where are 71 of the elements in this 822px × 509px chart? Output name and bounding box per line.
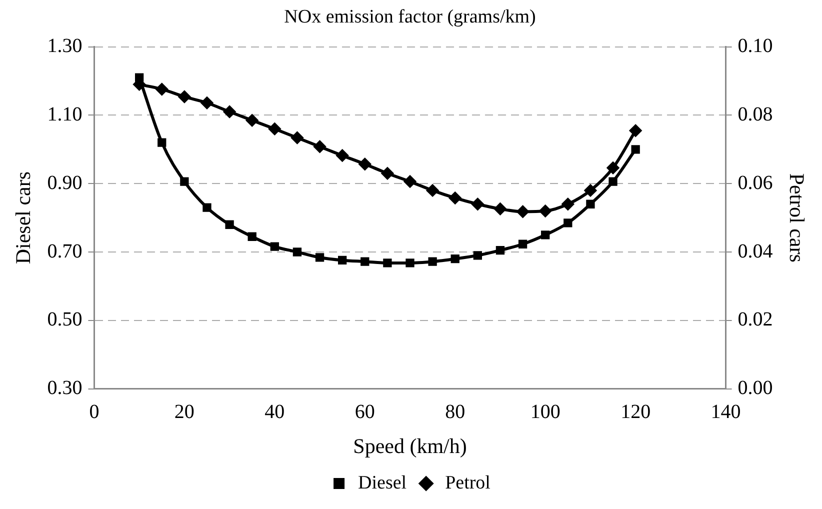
- x-tick-label: 140: [710, 401, 741, 424]
- point: [202, 203, 212, 212]
- point: [607, 162, 620, 174]
- point: [473, 251, 482, 260]
- point: [631, 145, 640, 154]
- x-tick-label: 80: [445, 401, 466, 424]
- point: [586, 200, 595, 208]
- y2-tick-label: 0.10: [738, 35, 773, 58]
- point: [541, 230, 550, 240]
- x-tick-label: 60: [354, 401, 375, 424]
- point: [224, 106, 236, 118]
- point: [406, 258, 414, 268]
- point: [178, 90, 190, 103]
- point: [630, 124, 642, 137]
- point: [564, 218, 572, 228]
- point: [360, 257, 370, 266]
- point: [449, 192, 462, 204]
- x-tick-label: 20: [174, 401, 194, 424]
- y-tick-label: 0.70: [47, 240, 82, 262]
- point: [516, 206, 529, 218]
- chart-title: NOx emission factor (grams/km): [284, 6, 536, 28]
- point: [404, 176, 416, 188]
- point: [450, 254, 460, 264]
- x-tick-label: 100: [530, 401, 560, 424]
- y-tick-label: 1.10: [47, 103, 82, 126]
- point: [338, 256, 347, 265]
- y2-tick-label: 0.02: [738, 308, 773, 331]
- y-axis-title: Diesel cars: [11, 171, 36, 264]
- point: [608, 177, 618, 186]
- y2-tick-label: 0.00: [738, 377, 773, 400]
- point: [336, 150, 348, 162]
- x-tick-label: 40: [264, 401, 285, 424]
- y-tick-label: 0.30: [47, 377, 82, 400]
- x-tick-label: 120: [620, 401, 651, 424]
- point: [381, 167, 394, 180]
- y-tick-label: 1.30: [47, 35, 82, 58]
- point: [358, 158, 371, 170]
- point: [246, 114, 258, 126]
- point: [268, 122, 281, 135]
- y2-tick-label: 0.06: [738, 172, 773, 194]
- y2-tick-label: 0.04: [738, 240, 773, 262]
- point: [225, 220, 234, 229]
- y-tick-label: 0.50: [47, 308, 82, 331]
- point: [180, 177, 189, 186]
- point: [248, 232, 256, 241]
- x-tick-label: 0: [89, 401, 100, 424]
- point: [270, 242, 279, 251]
- point: [518, 240, 528, 248]
- point: [562, 198, 574, 210]
- point: [134, 73, 144, 82]
- point: [200, 96, 213, 109]
- y-tick-label: 0.90: [47, 172, 82, 194]
- point: [494, 202, 506, 215]
- point: [156, 83, 168, 96]
- y2-tick-label: 0.08: [738, 103, 773, 126]
- legend-label: Diesel: [358, 472, 407, 494]
- y2-axis-title: Petrol cars: [784, 173, 809, 262]
- point: [158, 138, 166, 147]
- point: [314, 140, 326, 153]
- point: [426, 184, 439, 196]
- x-axis-title: Speed (km/h): [353, 434, 467, 458]
- point: [472, 198, 484, 210]
- legend-label: Petrol: [445, 472, 490, 494]
- point: [539, 204, 552, 217]
- point: [315, 253, 324, 262]
- point: [383, 258, 392, 268]
- point: [496, 246, 505, 255]
- point: [292, 248, 302, 256]
- point: [291, 132, 304, 144]
- point: [428, 257, 437, 266]
- point: [584, 184, 596, 196]
